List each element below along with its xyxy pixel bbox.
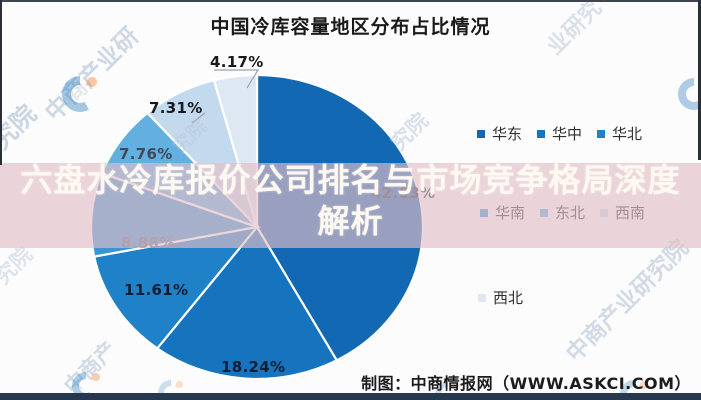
attribution-text: 制图：中商情报网（WWW.ASKCI.COM）	[361, 374, 691, 393]
legend-item-huazhong[interactable]: 华中	[537, 123, 582, 144]
frame-bottom-bar	[0, 393, 701, 400]
pie-label-dongbei: 7.76%	[119, 145, 173, 163]
pie-label-xinan: 7.31%	[149, 99, 203, 117]
frame-edge-right	[698, 0, 701, 160]
legend-marker-icon	[477, 129, 485, 138]
frame-edge-top	[0, 0, 701, 2]
legend-item-huabei[interactable]: 华北	[597, 123, 642, 144]
headline-line-2: 解析	[317, 202, 384, 240]
legend-marker-icon	[537, 129, 546, 138]
legend-item-huadong[interactable]: 华东	[477, 123, 522, 144]
headline-overlay-text: 六盘水冷库报价公司排名与市场竞争格局深度 解析	[0, 160, 701, 242]
legend-marker-icon	[597, 129, 606, 138]
pie-label-huazhong: 18.24%	[221, 358, 286, 376]
pie-slice-华北[interactable]	[92, 225, 260, 350]
legend-row: 华东 华中 华北	[477, 123, 642, 144]
legend-marker-icon	[478, 293, 486, 302]
legend-label: 华北	[612, 125, 643, 143]
pie-label-huabei: 11.61%	[124, 281, 189, 299]
leader-line-xinan	[191, 112, 206, 124]
legend-label: 西北	[493, 289, 524, 307]
frame-edge-left	[0, 0, 2, 165]
chart-title: 中国冷库容量地区分布占比情况	[210, 16, 491, 38]
legend-label: 华东	[492, 125, 523, 143]
legend-row: 西北	[478, 287, 523, 308]
pie-slice-华中[interactable]	[155, 225, 339, 381]
headline-overlay-band	[0, 163, 701, 248]
legend-item-xibei[interactable]: 西北	[478, 287, 523, 308]
headline-line-1: 六盘水冷库报价公司排名与市场竞争格局深度	[20, 161, 681, 199]
leader-line-xibei	[214, 69, 260, 89]
legend-label: 华中	[552, 125, 583, 143]
pie-label-xibei: 4.17%	[210, 53, 264, 71]
